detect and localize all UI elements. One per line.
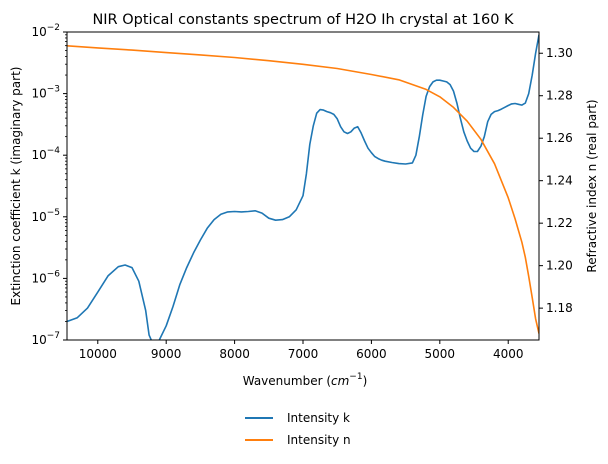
x-axis-label: Wavenumber (cm−1) [243,372,368,388]
y-left-tick-label: 10−4 [31,146,60,162]
chart-title: NIR Optical constants spectrum of H2O Ih… [92,12,514,28]
y-right-tick-label: 1.26 [546,131,573,145]
plot-frame [66,31,540,341]
y-left-tick-label: 10−5 [31,208,60,224]
y-right-tick-label: 1.30 [546,46,573,60]
y-left-tick-label: 10−3 [31,85,60,101]
legend: Intensity k Intensity n [245,411,351,447]
series-line-k [67,34,539,340]
y-right-tick-label: 1.20 [546,259,573,273]
x-tick-label: 9000 [151,347,182,361]
x-tick-label: 10000 [79,347,117,361]
x-tick-label: 5000 [425,347,456,361]
legend-label-k: Intensity k [287,411,350,425]
legend-label-n: Intensity n [287,433,351,447]
y-right-tick-label: 1.28 [546,89,573,103]
x-tick-label: 8000 [219,347,250,361]
x-tick-label: 7000 [288,347,319,361]
axes: 10000 9000 8000 7000 6000 5000 4000 10−7 10−6 10−… [31,23,572,361]
y-left-tick-label: 10−2 [31,23,60,39]
y-right-tick-label: 1.22 [546,216,573,230]
y-axis-left-label: Extinction coefficient k (imaginary part… [9,67,23,306]
y-left-tick-label: 10−6 [31,269,60,285]
series-line-n [67,45,539,334]
x-tick-label: 4000 [493,347,524,361]
series-layer [67,34,539,340]
y-left-tick-label: 10−7 [31,331,60,347]
x-tick-label: 6000 [356,347,387,361]
y-right-tick-label: 1.24 [546,174,573,188]
y-right-tick-label: 1.18 [546,301,573,315]
y-axis-right-label: Refractive index n (real part) [585,99,599,272]
